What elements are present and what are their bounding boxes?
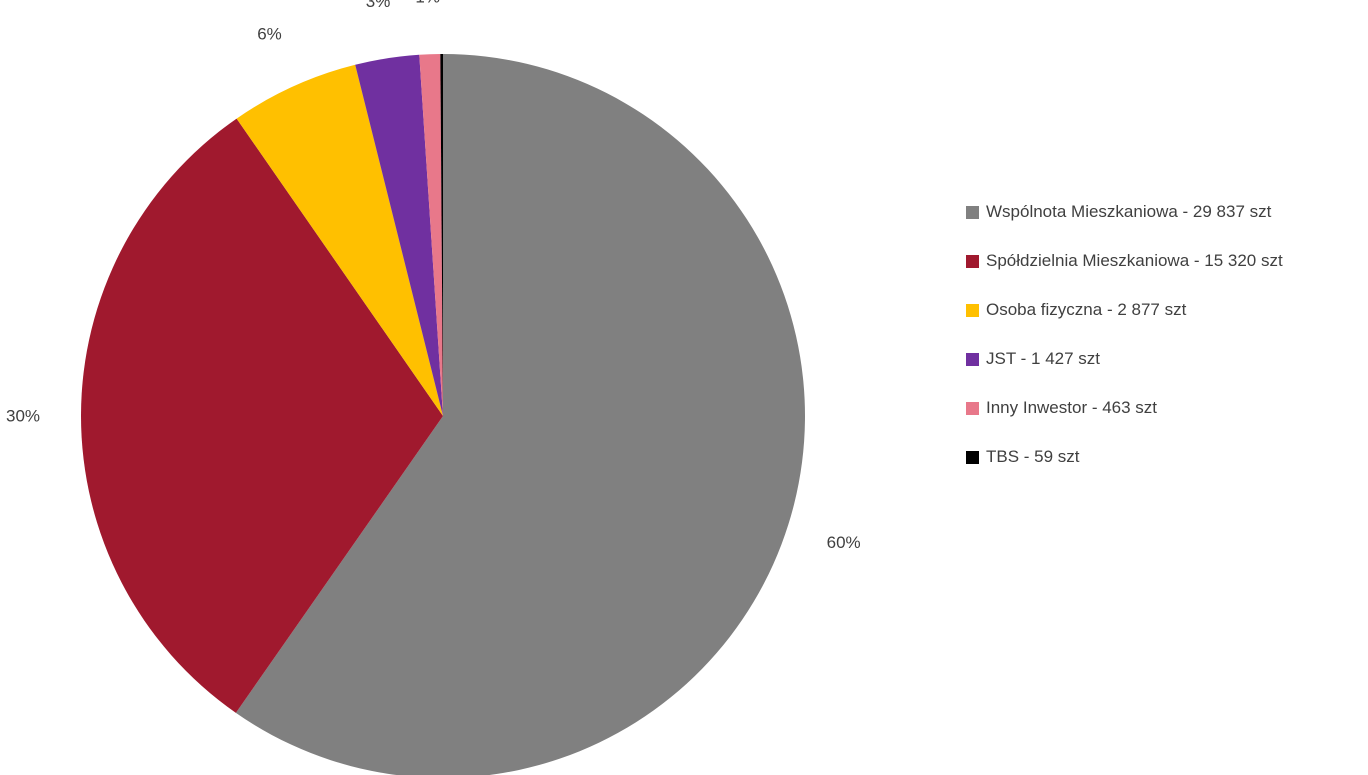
legend-swatch (966, 401, 979, 415)
legend-label: Osoba fizyczna - 2 877 szt (986, 300, 1187, 319)
legend-swatch (966, 254, 979, 268)
pie-slice-0 (235, 54, 805, 775)
legend-item: TBS - 59 szt (966, 445, 1283, 469)
legend-item: Osoba fizyczna - 2 877 szt (966, 298, 1283, 322)
pie-slice-1 (80, 118, 444, 713)
legend-swatch (966, 352, 979, 366)
legend-swatch (966, 303, 979, 317)
legend-item: Wspólnota Mieszkaniowa - 29 837 szt (966, 200, 1283, 224)
legend-item: Inny Inwestor - 463 szt (966, 396, 1283, 420)
pie-slice-5 (440, 54, 443, 416)
legend-swatch (966, 205, 979, 219)
pie-slice-2 (236, 64, 443, 416)
legend-label: Spółdzielnia Mieszkaniowa - 15 320 szt (986, 251, 1283, 270)
legend-label: Wspólnota Mieszkaniowa - 29 837 szt (986, 202, 1272, 221)
slice-percent-label-3: 3% (366, 0, 391, 11)
legend-label: TBS - 59 szt (986, 447, 1080, 466)
legend-label: Inny Inwestor - 463 szt (986, 398, 1158, 417)
chart-legend: Wspólnota Mieszkaniowa - 29 837 szt Spółd… (966, 200, 1283, 494)
legend-swatch (966, 450, 979, 464)
slice-percent-label-4: 1% (415, 0, 440, 6)
slice-percent-label-1: 30% (6, 406, 40, 425)
slice-percent-label-0: 60% (827, 533, 861, 552)
slice-percent-label-2: 6% (257, 25, 282, 44)
pie-slice-4 (419, 54, 443, 417)
legend-item: JST - 1 427 szt (966, 347, 1283, 371)
pie-slice-3 (355, 54, 443, 416)
legend-label: JST - 1 427 szt (986, 349, 1101, 368)
legend-item: Spółdzielnia Mieszkaniowa - 15 320 szt (966, 249, 1283, 273)
